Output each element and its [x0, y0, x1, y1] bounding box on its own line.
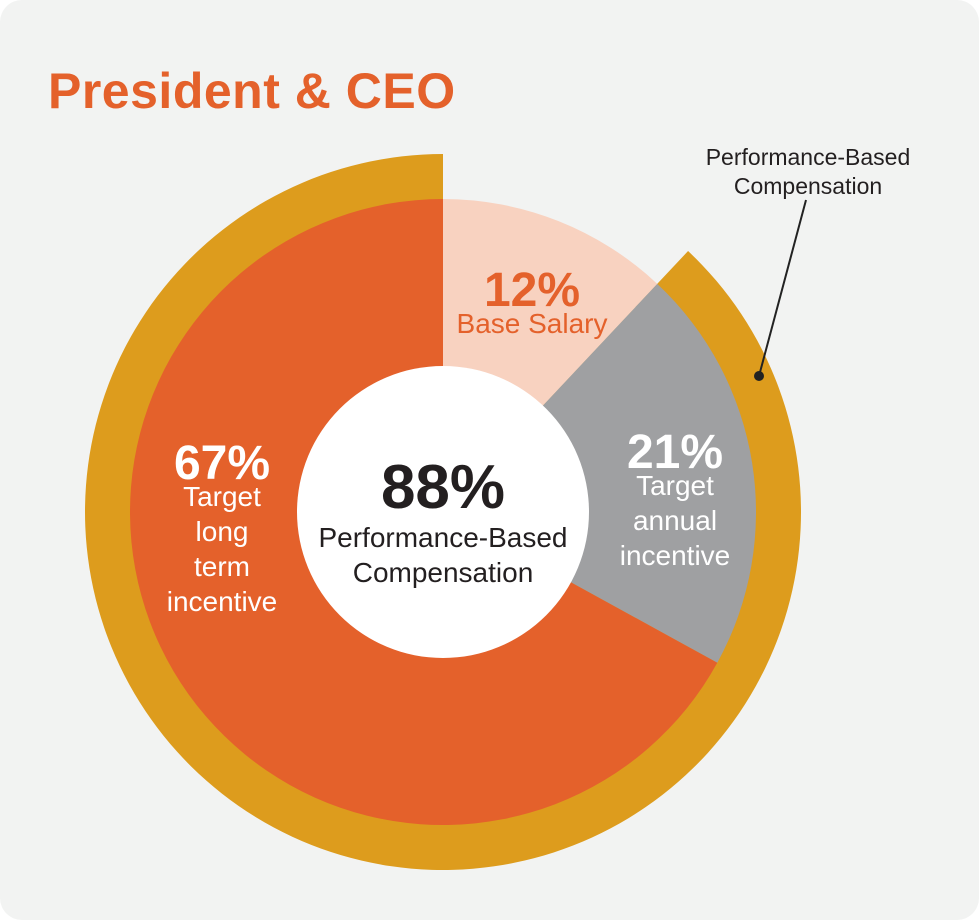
- slice-long-term-label-line: long: [196, 516, 249, 547]
- callout-dot: [754, 371, 764, 381]
- slice-base-value: 12%: [484, 264, 580, 317]
- slice-long-term-label-line: term: [194, 551, 250, 582]
- chart-title: President & CEO: [48, 63, 456, 119]
- center-label-line: Performance-Based: [318, 522, 567, 553]
- slice-annual-label-line: annual: [633, 505, 717, 536]
- center-value: 88%: [381, 453, 505, 522]
- callout-label-line: Compensation: [734, 173, 882, 199]
- callout-line: [758, 199, 807, 377]
- callout-layer: [754, 199, 807, 381]
- slice-long-term-value: 67%: [174, 437, 270, 490]
- slice-annual-value: 21%: [627, 426, 723, 479]
- slice-annual-label-line: incentive: [620, 540, 731, 571]
- slice-base-label-line: Base Salary: [457, 308, 608, 339]
- label-layer: 12%Base Salary21%Targetannualincentive67…: [167, 144, 911, 617]
- slice-long-term-label-line: Target: [183, 481, 261, 512]
- callout-label-line: Performance-Based: [706, 144, 911, 170]
- slice-long-term-label-line: incentive: [167, 586, 278, 617]
- slice-annual: [443, 283, 756, 663]
- slice-annual-label-line: Target: [636, 470, 714, 501]
- center-disc: [297, 366, 589, 658]
- center-label-line: Compensation: [353, 557, 534, 588]
